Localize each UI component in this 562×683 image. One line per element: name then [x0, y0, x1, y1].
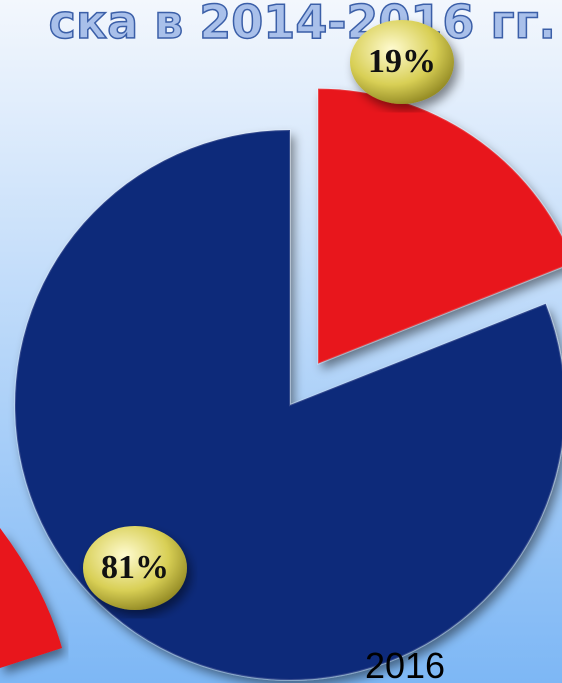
label-bubble — [83, 526, 187, 610]
value-label: 19% — [368, 43, 436, 80]
slice — [317, 87, 562, 366]
label-bubble — [350, 20, 454, 104]
cropped-slice — [0, 528, 62, 668]
labels: 19% 81% — [83, 20, 454, 610]
chart-title: ска в 2014-2016 гг. — [49, 0, 556, 49]
value-label: 81% — [101, 549, 169, 586]
x-label: 2016 — [365, 645, 445, 683]
